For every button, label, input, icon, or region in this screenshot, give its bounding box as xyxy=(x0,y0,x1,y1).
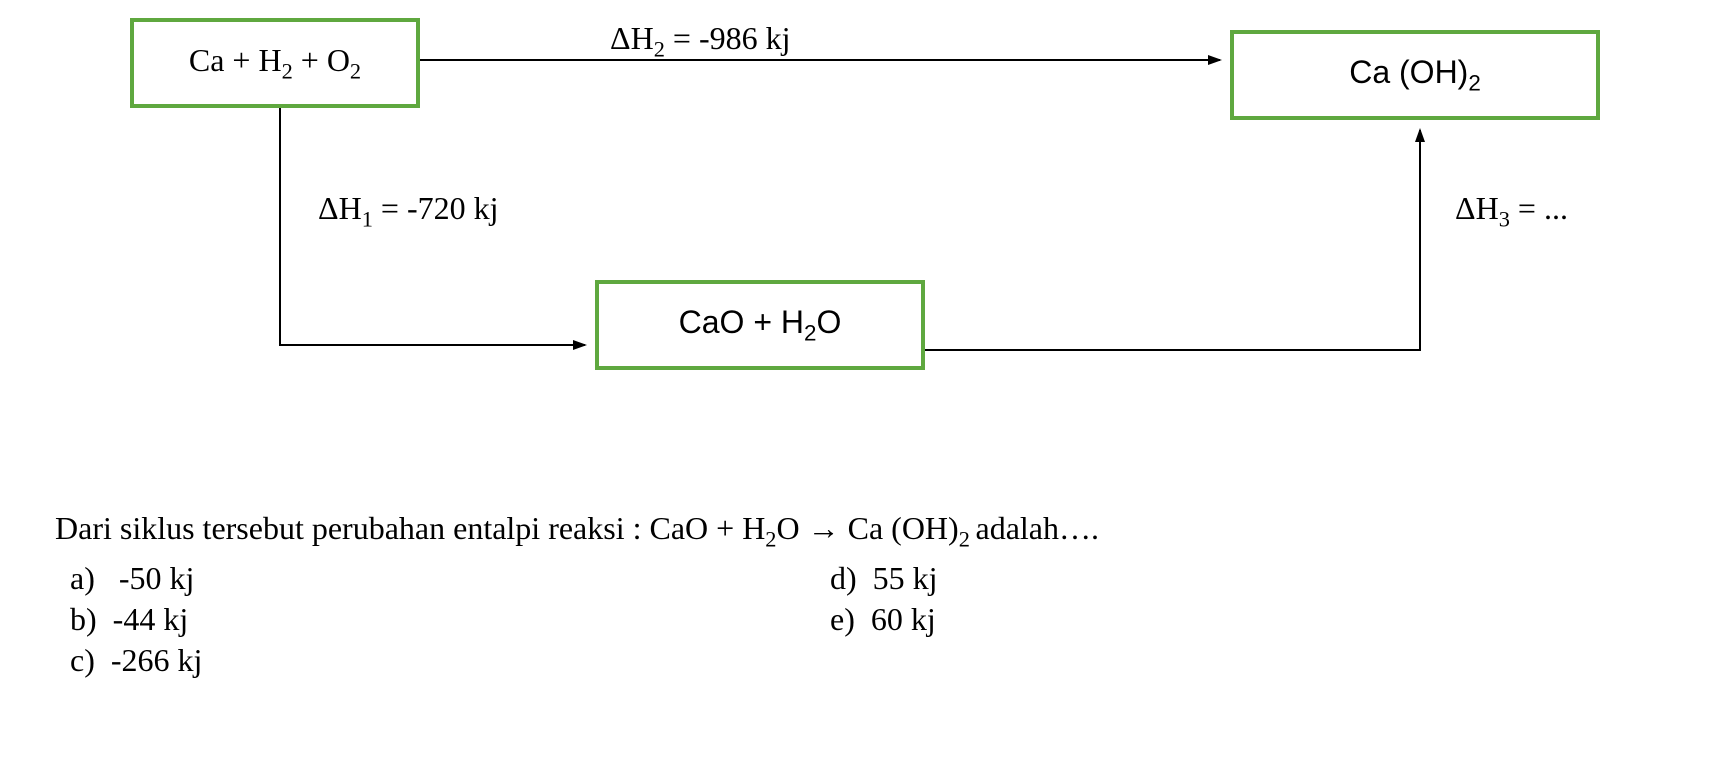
option-d-key: d) xyxy=(830,560,857,596)
node-reactants: Ca + H2 + O2 xyxy=(130,18,420,108)
option-d-label: 55 kj xyxy=(873,560,938,596)
options-right: d) 55 kj e) 60 kj xyxy=(830,560,938,642)
node-product: Ca (OH)2 xyxy=(1230,30,1600,120)
question-text: Dari siklus tersebut perubahan entalpi r… xyxy=(55,510,1099,552)
option-c-label: -266 kj xyxy=(111,642,203,678)
option-b: b) -44 kj xyxy=(70,601,202,638)
node-intermediate-label: CaO + H2O xyxy=(679,304,842,346)
option-c: c) -266 kj xyxy=(70,642,202,679)
option-a-key: a) xyxy=(70,560,95,596)
node-product-label: Ca (OH)2 xyxy=(1349,54,1481,96)
option-e-key: e) xyxy=(830,601,855,637)
node-reactants-label: Ca + H2 + O2 xyxy=(189,42,361,84)
option-b-label: -44 kj xyxy=(113,601,189,637)
edge-label-dH3: ΔH3 = ... xyxy=(1455,190,1568,232)
option-a-label: -50 kj xyxy=(119,560,195,596)
edge-dH3 xyxy=(925,130,1420,350)
edge-label-dH2: ΔH2 = -986 kj xyxy=(610,20,790,62)
node-intermediate: CaO + H2O xyxy=(595,280,925,370)
option-e-label: 60 kj xyxy=(871,601,936,637)
option-d: d) 55 kj xyxy=(830,560,938,597)
option-b-key: b) xyxy=(70,601,97,637)
option-c-key: c) xyxy=(70,642,95,678)
edge-label-dH1: ΔH1 = -720 kj xyxy=(318,190,498,232)
options-left: a) -50 kj b) -44 kj c) -266 kj xyxy=(70,560,202,683)
option-e: e) 60 kj xyxy=(830,601,938,638)
option-a: a) -50 kj xyxy=(70,560,202,597)
